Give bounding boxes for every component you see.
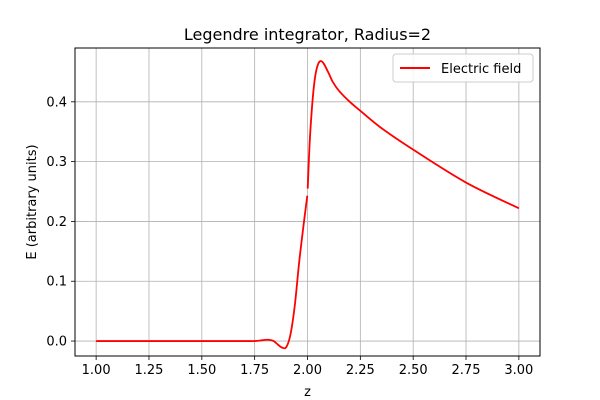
x-axis-label: z: [304, 385, 311, 400]
x-tick-label: 1.25: [135, 363, 164, 378]
y-tick-label: 0.2: [46, 215, 67, 230]
legend-box: [392, 53, 534, 83]
legend: Electric field: [392, 53, 534, 83]
x-tick-label: 2.50: [399, 363, 428, 378]
y-tick-label: 0.3: [46, 155, 67, 170]
x-tick-label: 1.00: [82, 363, 111, 378]
grid: [75, 48, 540, 356]
x-tick-label: 2.75: [452, 363, 481, 378]
legend-label-electric-field: Electric field: [441, 62, 521, 77]
y-tick-label: 0.1: [46, 275, 67, 290]
y-tick-label: 0.0: [46, 335, 67, 350]
x-tick-label: 2.00: [293, 363, 322, 378]
series-line-electric-field: [96, 195, 309, 350]
series-line-electric-field: [306, 60, 520, 210]
x-tick-label: 1.75: [240, 363, 269, 378]
x-tick-label: 2.25: [346, 363, 375, 378]
x-tick-label: 3.00: [504, 363, 533, 378]
y-tick-label: 0.4: [46, 95, 67, 110]
chart-title: Legendre integrator, Radius=2: [184, 25, 431, 44]
axis-ticks: 1.00 1.25 1.50 1.75 2.00 2.25 2.50 2.75 3.00 0.0 0…: [46, 95, 533, 378]
x-tick-label: 1.50: [187, 363, 216, 378]
y-axis-label: E (arbitrary units): [25, 144, 40, 259]
plot-lines: [96, 60, 520, 350]
